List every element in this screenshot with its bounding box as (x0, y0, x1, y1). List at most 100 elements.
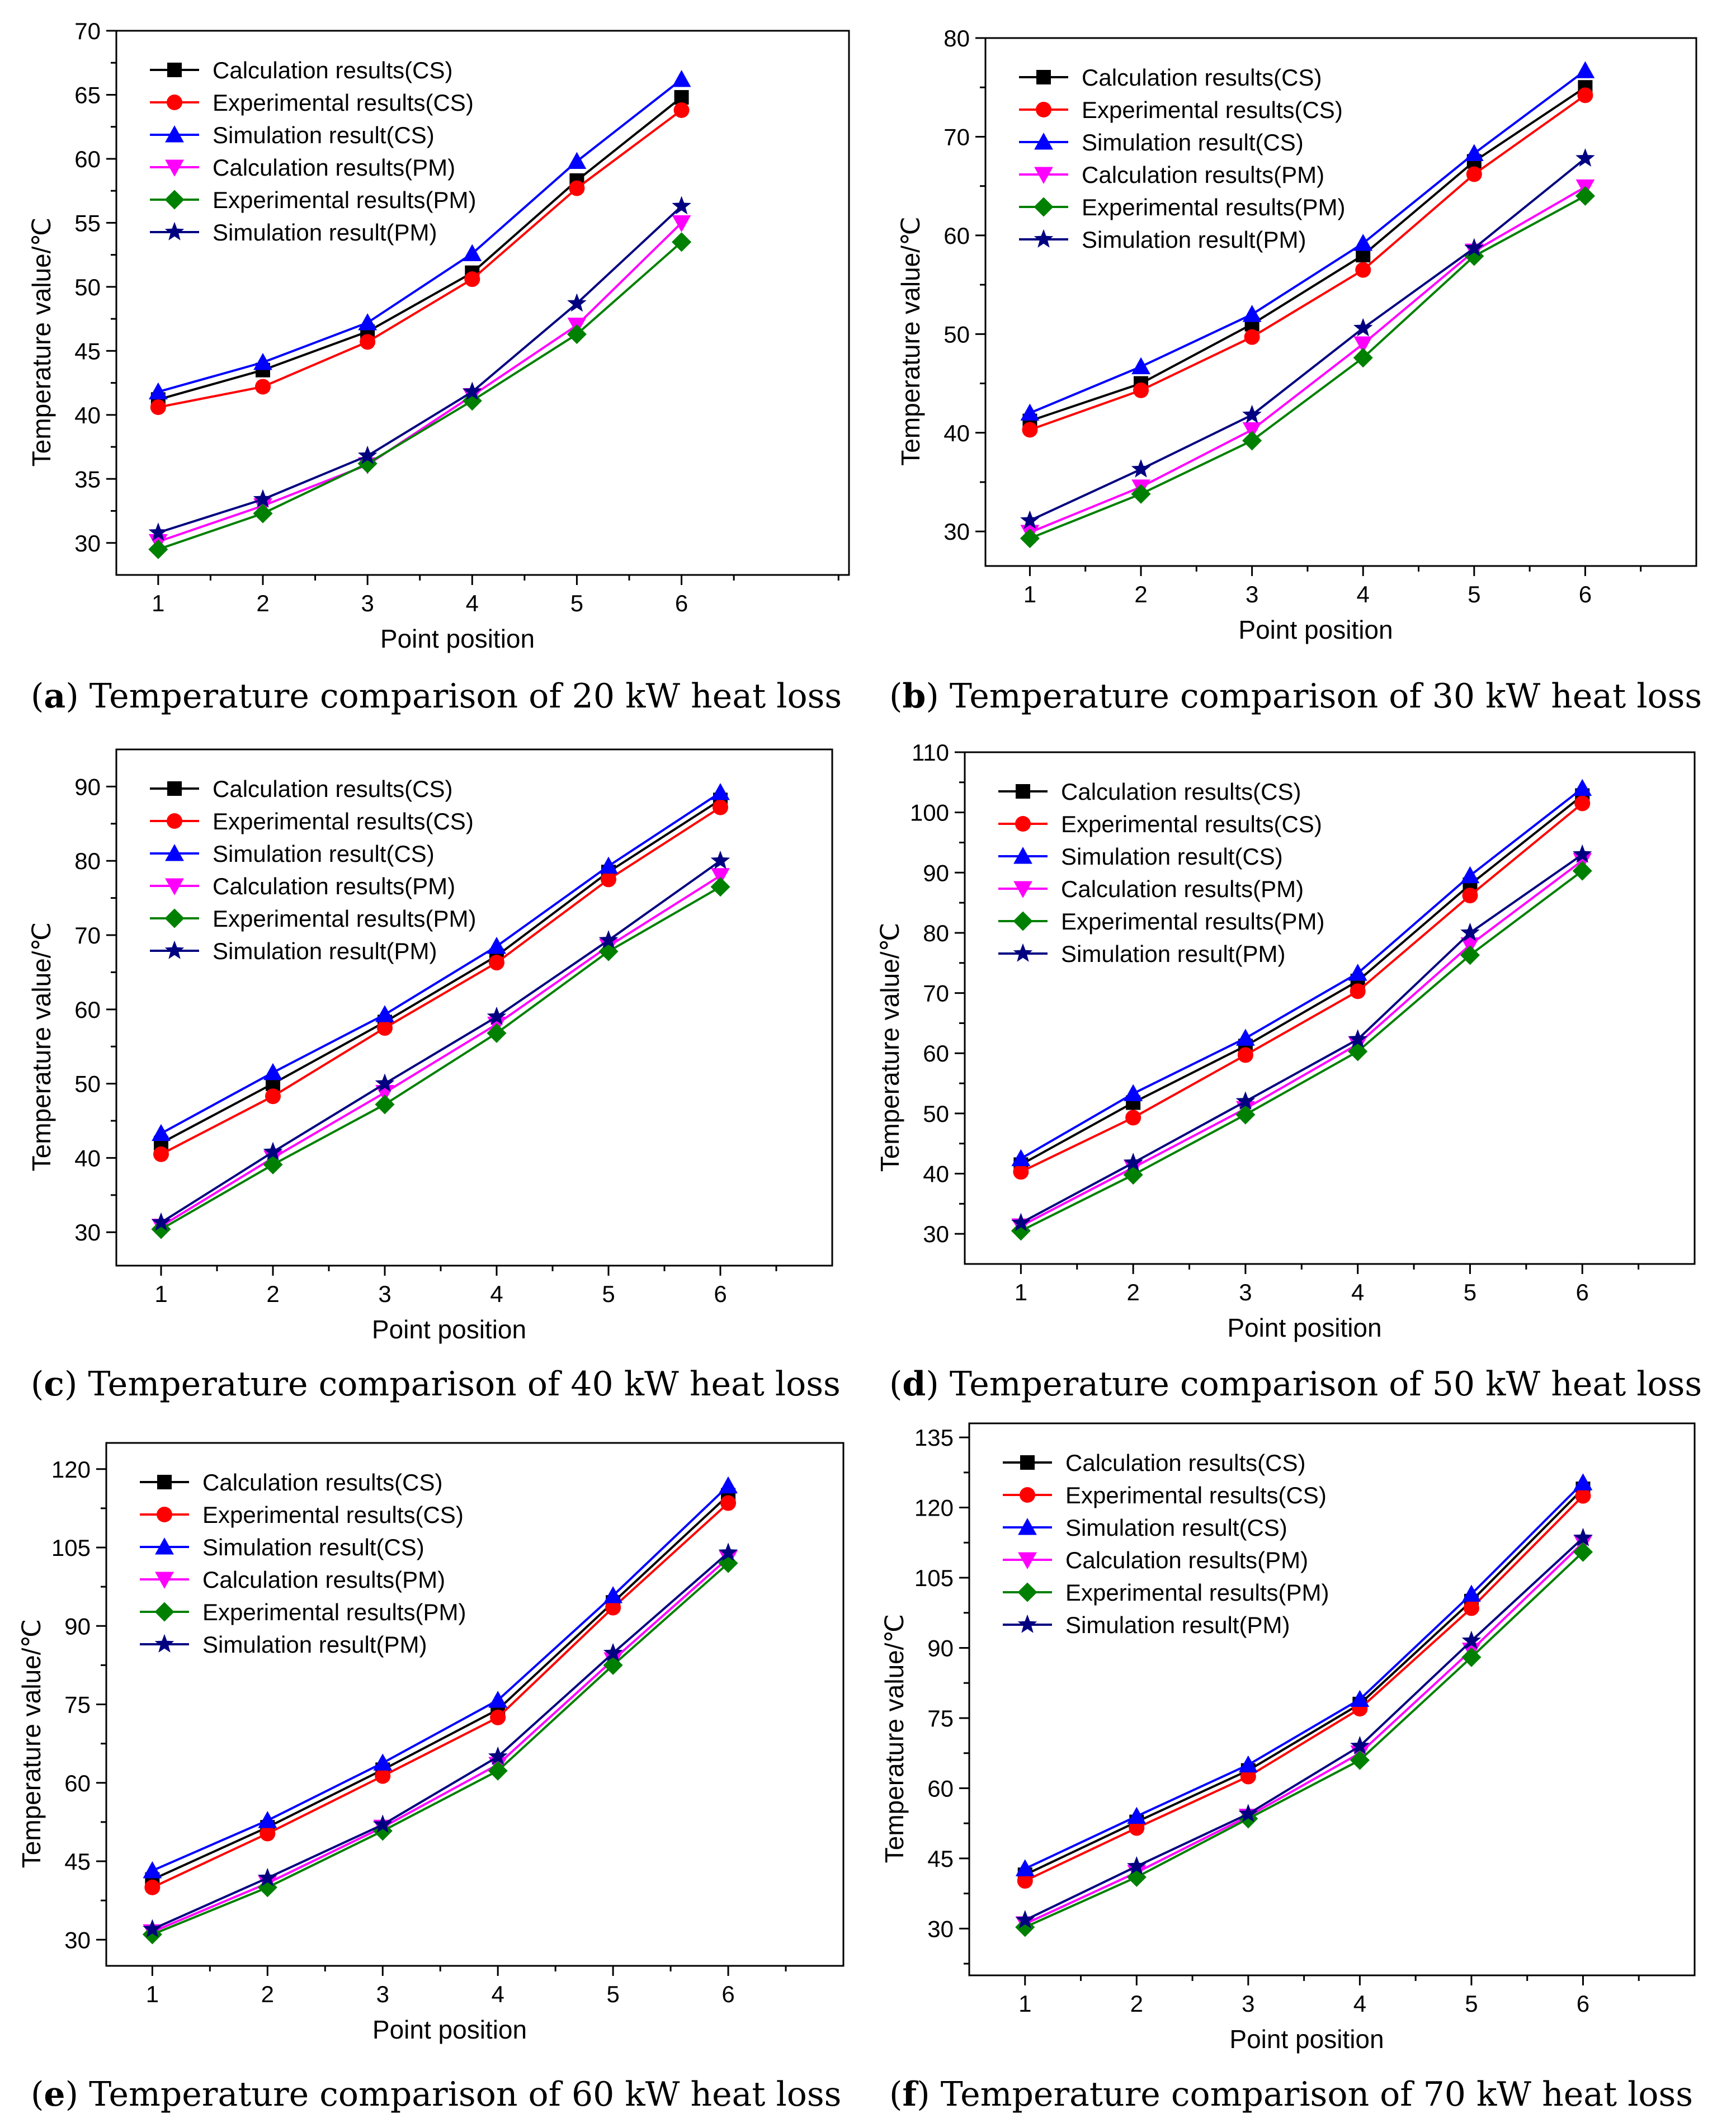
x-tick-label: 6 (675, 590, 688, 616)
x-tick-label: 5 (1464, 1279, 1476, 1305)
legend-label: Experimental results(PM) (1082, 194, 1345, 220)
data-point-exp_cs (605, 1600, 621, 1616)
legend-label: Experimental results(PM) (202, 1599, 466, 1625)
y-tick-label: 80 (944, 25, 970, 51)
legend-marker-calc_cs (157, 1475, 172, 1489)
legend-label: Simulation result(CS) (1082, 129, 1304, 155)
data-point-sim_cs (1242, 305, 1262, 322)
x-tick-label: 3 (378, 1281, 391, 1307)
x-axis-title: Point position (372, 1315, 526, 1344)
y-tick-label: 110 (912, 739, 949, 766)
legend-label: Calculation results(CS) (213, 57, 452, 83)
data-point-exp_pm (1011, 1221, 1031, 1241)
series-line-sim_pm (152, 1551, 729, 1931)
legend-marker-calc_pm (1018, 1552, 1037, 1569)
data-point-sim_cs (1573, 1473, 1593, 1490)
y-tick-label: 45 (927, 1846, 954, 1872)
data-point-exp_cs (375, 1768, 391, 1784)
series-line-sim_pm (158, 205, 682, 534)
y-tick-label: 70 (74, 18, 101, 44)
x-tick-label: 6 (1579, 581, 1592, 607)
legend-label: Calculation results(PM) (1082, 162, 1324, 188)
data-point-exp_pm (567, 324, 587, 345)
series-line-calc_pm (1029, 186, 1586, 534)
data-point-sim_pm (1573, 1527, 1593, 1546)
data-point-sim_cs (358, 313, 378, 331)
x-tick-label: 5 (606, 1981, 619, 2007)
data-point-exp_cs (153, 1146, 169, 1162)
data-point-sim_cs (258, 1811, 277, 1828)
y-tick-label: 30 (927, 1916, 954, 1942)
data-point-sim_pm (1348, 1029, 1367, 1048)
plot-frame (115, 30, 850, 576)
y-axis-title: Temperature value/℃ (17, 1619, 46, 1868)
data-point-sim_pm (1242, 404, 1262, 423)
data-point-sim_pm (143, 1919, 162, 1938)
panel-caption: (f) Temperature comparison of 70 kW heat… (889, 2075, 1693, 2114)
legend-label: Simulation result(PM) (1061, 941, 1285, 967)
series-line-sim_pm (1024, 1537, 1584, 1922)
data-point-exp_pm (263, 1154, 283, 1174)
data-point-sim_pm (488, 1746, 508, 1765)
series-line-calc_pm (1024, 1541, 1584, 1925)
plot-frame (115, 748, 833, 1267)
y-tick-label: 65 (74, 82, 101, 108)
data-point-exp_cs (255, 379, 271, 395)
x-tick-label: 5 (1465, 1990, 1478, 2017)
series-line-calc_cs (1029, 86, 1586, 422)
data-point-sim_cs (599, 856, 618, 874)
data-point-sim_pm (375, 1073, 395, 1092)
x-tick-label: 1 (1015, 1279, 1027, 1305)
data-point-exp_cs (1125, 1110, 1141, 1126)
x-tick-label: 2 (1130, 1990, 1143, 2017)
y-axis-title: Temperature value/℃ (896, 216, 925, 465)
data-point-exp_cs (1017, 1873, 1033, 1889)
legend-marker-exp_cs (1020, 1487, 1035, 1503)
panel-caption: (b) Temperature comparison of 30 kW heat… (889, 677, 1702, 716)
data-point-exp_pm (1123, 1165, 1143, 1185)
y-tick-label: 70 (944, 124, 970, 150)
y-tick-label: 120 (914, 1495, 954, 1521)
x-tick-label: 4 (490, 1281, 503, 1307)
x-axis-title: Point position (1227, 1313, 1381, 1342)
chart-panel-b: 30 40 50 60 70 80 1 2 3 4 5 6 Point position Temperat… (889, 25, 1702, 716)
legend-marker-calc_cs (1036, 70, 1051, 84)
series-line-sim_cs (152, 1485, 729, 1872)
legend-marker-sim_cs (155, 1537, 174, 1555)
series-line-sim_pm (1020, 853, 1583, 1224)
x-tick-label: 3 (361, 590, 374, 616)
data-point-exp_pm (357, 454, 378, 474)
legend-marker-calc_pm (165, 878, 184, 895)
series-line-sim_cs (1029, 69, 1586, 414)
series-line-calc_pm (160, 875, 721, 1228)
data-point-exp_pm (1131, 484, 1151, 504)
data-point-exp_pm (1460, 945, 1480, 965)
data-point-exp_cs (1240, 1768, 1256, 1785)
legend-label: Simulation result(CS) (213, 841, 435, 867)
data-point-exp_pm (375, 1094, 395, 1115)
data-point-sim_pm (603, 1643, 623, 1662)
legend-marker-exp_cs (157, 1507, 172, 1522)
series-line-exp_cs (161, 806, 721, 1155)
data-point-sim_cs (253, 353, 272, 370)
data-point-exp_cs (260, 1825, 276, 1842)
data-point-sim_cs (488, 1691, 508, 1708)
legend-marker-sim_cs (1034, 133, 1053, 150)
x-tick-label: 3 (376, 1981, 389, 2007)
legend-marker-sim_pm (154, 1634, 174, 1653)
series-line-calc_pm (1020, 860, 1583, 1227)
legend-label: Simulation result(PM) (213, 219, 437, 246)
data-point-sim_pm (1123, 1153, 1143, 1171)
data-point-sim_pm (1350, 1735, 1370, 1754)
y-tick-label: 90 (74, 773, 101, 800)
data-point-exp_cs (720, 1495, 737, 1511)
y-tick-label: 135 (914, 1424, 954, 1451)
legend-label: Experimental results(PM) (213, 187, 476, 213)
data-point-sim_cs (1462, 1584, 1481, 1602)
data-point-sim_pm (148, 522, 168, 541)
data-point-sim_cs (1127, 1806, 1147, 1824)
data-point-exp_pm (151, 1219, 171, 1239)
data-point-calc_cs (674, 90, 689, 105)
